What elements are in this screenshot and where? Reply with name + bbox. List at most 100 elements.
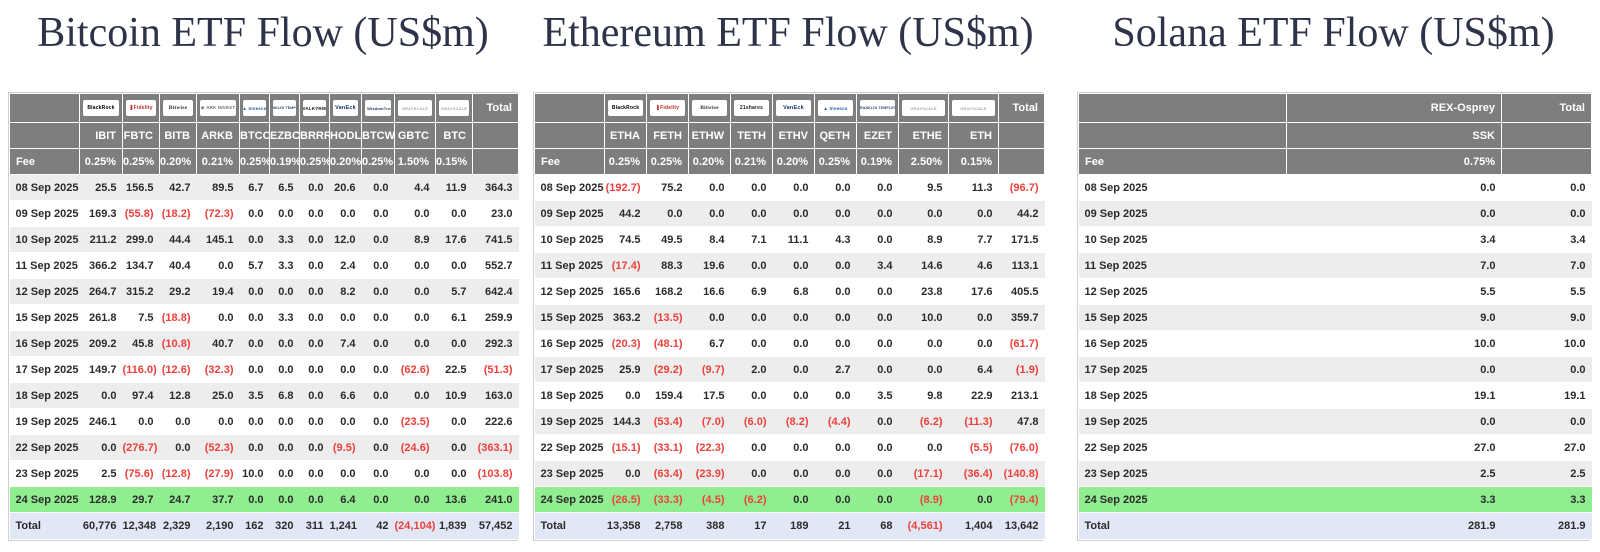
bitcoin-provider-row: BlackRock ❚Fidelity Bitwise ◉ ARK INVEST ▲ I…: [9, 93, 519, 123]
fidelity-logo-text: ❚Fidelity: [655, 105, 680, 111]
value-cell: 0.0: [394, 486, 436, 513]
value-cell: 0.0: [772, 434, 815, 461]
table-row-11-sep-2025: 11 Sep 2025 366.2 134.7 40.4 0.0 5.7 3.3 0.0 2.4…: [9, 252, 519, 279]
value-cell: 169.3: [79, 200, 123, 227]
value-cell: 17.6: [435, 226, 473, 253]
value-cell: (5.5): [948, 434, 999, 461]
date-cell: 22 Sep 2025: [1078, 434, 1287, 461]
row-total-cell: 0.0: [1501, 200, 1592, 227]
ticker-cell-ethe: ETHE: [898, 122, 949, 149]
date-cell: 12 Sep 2025: [9, 278, 80, 305]
value-cell: 0.0: [361, 304, 395, 331]
value-cell: 0.0: [948, 330, 999, 357]
value-cell: 0.0: [772, 252, 815, 279]
solana-table-body: 08 Sep 2025 0.0 0.0 09 Sep 2025 0.0 0.0 10 Sep…: [1078, 174, 1592, 540]
value-cell: 40.4: [159, 252, 197, 279]
franklin-templeton-logo-text: ◍ FRANKLIN TEMPLETON: [273, 106, 296, 110]
value-cell: (55.8): [122, 200, 160, 227]
bitcoin-table-header: BlackRock ❚Fidelity Bitwise ◉ ARK INVEST ▲ I…: [9, 93, 519, 175]
blackrock-logo-text: BlackRock: [611, 105, 640, 111]
invesco-logo-text: ▲ Invesco: [823, 105, 848, 111]
value-cell: 0.0: [361, 174, 395, 201]
value-cell: 0.0: [898, 200, 949, 227]
franklin-templeton-logo-text: ◍ FRANKLIN TEMPLETON: [860, 106, 895, 110]
ticker-cell-ezet: EZET: [856, 122, 899, 149]
value-cell: 3.3: [269, 226, 300, 253]
value-cell: 0.0: [196, 252, 240, 279]
value-cell: (26.5): [604, 486, 647, 513]
ark-invest-logo: ◉ ARK INVEST: [200, 100, 236, 116]
grand-total-cell: 13,642: [998, 512, 1045, 540]
value-cell: 0.0: [269, 486, 300, 513]
date-cell: 17 Sep 2025: [1078, 356, 1287, 383]
table-row-12-sep-2025: 12 Sep 2025 165.6 168.2 16.6 6.9 6.8 0.0 0.0 23.…: [534, 278, 1045, 305]
value-cell: 0.0: [772, 460, 815, 487]
value-cell: 5.7: [435, 278, 473, 305]
fee-cell-qeth: 0.25%: [814, 148, 857, 175]
value-cell: (62.6): [394, 356, 436, 383]
solana-total-row: Total 281.9 281.9: [1078, 512, 1592, 540]
date-cell: 17 Sep 2025: [9, 356, 80, 383]
value-cell: 8.9: [898, 226, 949, 253]
ethereum-total-row: Total 13,358 2,758 388 17 189 21 68 (4,561) 1,404…: [534, 512, 1045, 540]
table-row-11-sep-2025: 11 Sep 2025 (17.4) 88.3 19.6 0.0 0.0 0.0 3.4 14.…: [534, 252, 1045, 279]
table-row-19-sep-2025: 19 Sep 2025 0.0 0.0: [1078, 408, 1592, 435]
table-row-10-sep-2025: 10 Sep 2025 74.5 49.5 8.4 7.1 11.1 4.3 0.0 8.9 7.…: [534, 226, 1045, 253]
value-cell: 0.0: [269, 434, 300, 461]
value-cell: 0.0: [239, 434, 270, 461]
table-row-23-sep-2025: 23 Sep 2025 2.5 2.5: [1078, 460, 1592, 487]
value-cell: 16.6: [688, 278, 731, 305]
date-cell: 24 Sep 2025: [534, 486, 605, 513]
date-cell: 19 Sep 2025: [1078, 408, 1287, 435]
value-cell: (18.8): [159, 304, 197, 331]
fidelity-logo-text: ❚Fidelity: [129, 105, 153, 111]
grayscale-logo: GRAYSCALE: [398, 100, 432, 116]
value-cell: 0.0: [856, 330, 899, 357]
fee-cell-eth: 0.15%: [948, 148, 999, 175]
row-total-cell: 23.0: [472, 200, 519, 227]
ticker-cell-btc: BTC: [435, 122, 473, 149]
value-cell: 149.7: [79, 356, 123, 383]
ticker-cell-brrr: BRRR: [299, 122, 330, 149]
value-cell: 0.0: [239, 330, 270, 357]
total-row-label: Total: [1078, 512, 1287, 540]
table-row-09-sep-2025: 09 Sep 2025 0.0 0.0: [1078, 200, 1592, 227]
value-cell: 88.3: [646, 252, 689, 279]
row-total-cell: (79.4): [998, 486, 1045, 513]
solana-ticker-total-blank: [1501, 122, 1592, 149]
value-cell: 165.6: [604, 278, 647, 305]
value-cell: 4.6: [948, 252, 999, 279]
fee-row-label: Fee: [9, 148, 80, 175]
blackrock-logo-text: BlackRock: [87, 105, 115, 111]
value-cell: 0.0: [361, 278, 395, 305]
value-cell: 3.5: [239, 382, 270, 409]
value-cell: (12.8): [159, 460, 197, 487]
ticker-cell-ethv: ETHV: [772, 122, 815, 149]
fee-cell-btco: 0.25%: [239, 148, 270, 175]
total-value-cell: (4,561): [898, 512, 949, 540]
value-cell: 0.0: [856, 356, 899, 383]
fee-cell-etha: 0.25%: [604, 148, 647, 175]
value-cell: 0.0: [435, 434, 473, 461]
blackrock-logo: BlackRock: [608, 100, 643, 116]
ethereum-corner-cell: [534, 93, 605, 123]
value-cell: (23.5): [394, 408, 436, 435]
grayscale-logo-cell: GRAYSCALE: [394, 93, 436, 123]
value-cell: 0.0: [79, 382, 123, 409]
value-cell: 315.2: [122, 278, 160, 305]
solana-panel: Solana ETF Flow (US$m) REX-Osprey Total SS…: [1077, 0, 1592, 541]
table-row-09-sep-2025: 09 Sep 2025 169.3 (55.8) (18.2) (72.3) 0.0 0.0…: [9, 200, 519, 227]
value-cell: (20.3): [604, 330, 647, 357]
value-cell: 0.0: [814, 304, 857, 331]
value-cell: 134.7: [122, 252, 160, 279]
value-cell: 2.0: [730, 356, 773, 383]
grayscale-logo-cell: GRAYSCALE: [948, 93, 999, 123]
value-cell: 0.0: [435, 408, 473, 435]
table-row-16-sep-2025: 16 Sep 2025 10.0 10.0: [1078, 330, 1592, 357]
value-cell: 0.0: [688, 304, 731, 331]
grand-total-cell: 281.9: [1501, 512, 1592, 540]
ticker-cell-ezbc: EZBC: [269, 122, 300, 149]
value-cell: 0.0: [1286, 408, 1502, 435]
table-row-17-sep-2025: 17 Sep 2025 25.9 (29.2) (9.7) 2.0 0.0 2.7 0.0 0.…: [534, 356, 1045, 383]
value-cell: 0.0: [329, 460, 362, 487]
